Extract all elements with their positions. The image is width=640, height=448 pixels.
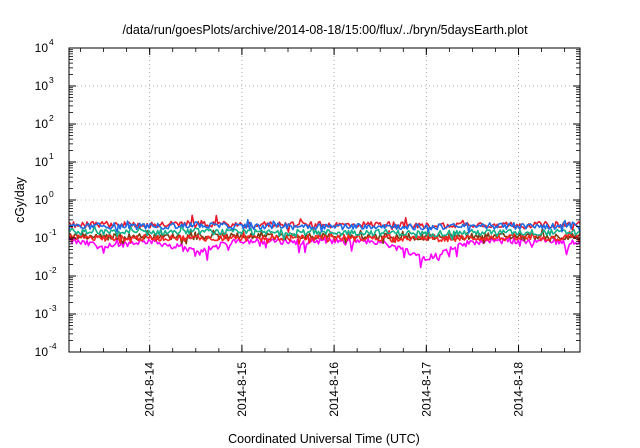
- y-tick-base: 10: [35, 231, 49, 245]
- y-tick-exponent: -2: [49, 265, 57, 275]
- y-tick-label: 10 -4: [35, 341, 57, 359]
- series-line: [68, 236, 581, 269]
- x-axis-title: Coordinated Universal Time (UTC): [228, 432, 420, 446]
- x-tick-label: 2014-8-18: [512, 362, 526, 417]
- x-tick-label: 2014-8-14: [143, 362, 157, 417]
- y-tick-base: 10: [35, 41, 49, 55]
- y-tick-label: 10 3: [35, 75, 54, 93]
- y-tick-exponent: 0: [49, 189, 54, 199]
- y-tick-base: 10: [35, 345, 49, 359]
- grid: [69, 48, 580, 352]
- y-tick-exponent: -4: [49, 341, 57, 351]
- y-tick-exponent: -3: [49, 303, 57, 313]
- y-tick-label: 10 -2: [35, 265, 57, 283]
- y-tick-exponent: 3: [49, 75, 54, 85]
- y-tick-label: 10 4: [35, 37, 54, 55]
- series-line: [68, 230, 581, 245]
- series-line: [68, 227, 581, 245]
- y-tick-base: 10: [35, 307, 49, 321]
- y-tick-exponent: -1: [49, 227, 57, 237]
- y-axis-title: cGy/day: [13, 176, 27, 223]
- chart-title: /data/run/goesPlots/archive/2014-08-18/1…: [122, 23, 528, 37]
- y-tick-label: 10 2: [35, 113, 54, 131]
- series-layer: [68, 214, 581, 269]
- y-tick-label: 10 1: [35, 151, 54, 169]
- y-tick-label: 10 -1: [35, 227, 57, 245]
- series-line: [68, 223, 580, 241]
- y-tick-base: 10: [35, 155, 49, 169]
- y-tick-label: 10 0: [35, 189, 54, 207]
- y-tick-base: 10: [35, 193, 49, 207]
- series-line: [68, 214, 581, 233]
- x-tick-label: 2014-8-16: [327, 362, 341, 417]
- y-tick-exponent: 2: [49, 113, 54, 123]
- y-tick-exponent: 1: [49, 151, 54, 161]
- y-tick-base: 10: [35, 117, 49, 131]
- x-tick-label: 2014-8-15: [235, 362, 249, 417]
- y-tick-label: 10 -3: [35, 303, 57, 321]
- y-tick-base: 10: [35, 269, 49, 283]
- series-line: [68, 218, 581, 234]
- y-tick-base: 10: [35, 79, 49, 93]
- y-tick-exponent: 4: [49, 37, 54, 47]
- x-tick-label: 2014-8-17: [419, 362, 433, 417]
- x-axis: 2014-8-14 2014-8-15 2014-8-16 2014-8-17 2014…: [80, 48, 566, 417]
